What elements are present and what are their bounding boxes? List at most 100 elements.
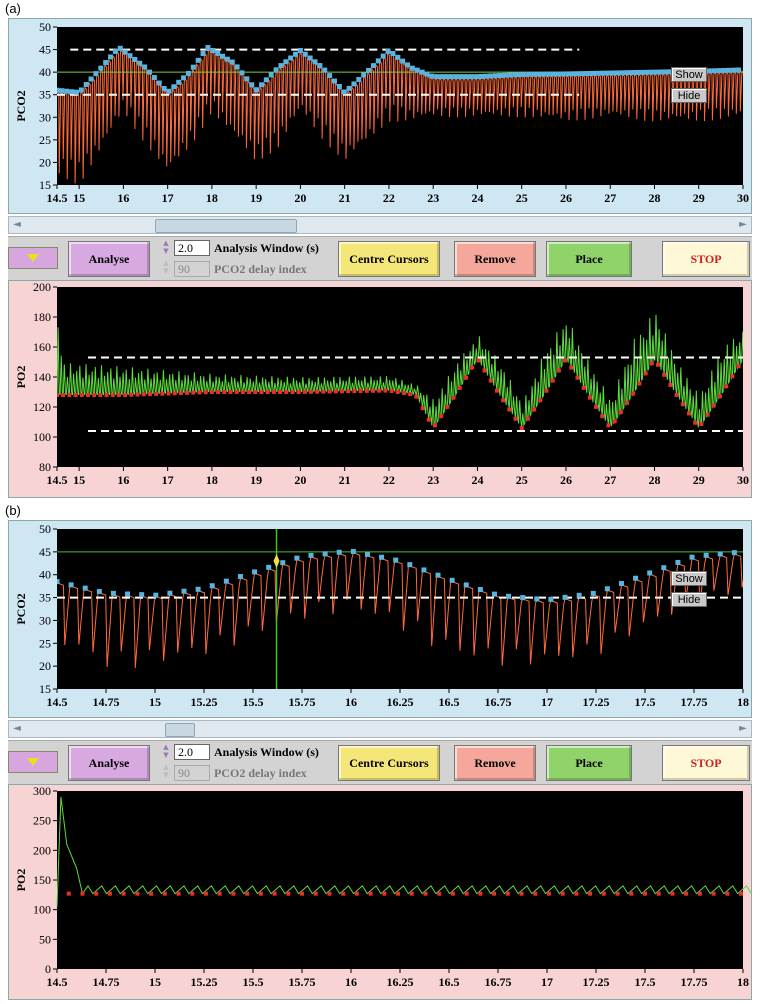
etco2-marker [366,67,372,73]
etco2-marker [146,69,152,75]
etco2-marker [142,64,148,70]
analysis-window-field-a[interactable]: 2.0 [174,240,210,256]
po2-marker [247,390,252,394]
scroll-thumb-a[interactable] [155,219,297,233]
remove-button-a[interactable]: Remove [454,241,536,277]
etco2-marker [421,567,427,573]
x-tick-label: 21 [339,473,351,487]
etco2-marker [726,67,732,73]
scroll-right-icon[interactable]: ► [739,219,747,230]
po2-marker [420,406,425,411]
etco2-marker [716,68,722,74]
etco2-marker [237,574,243,580]
y-tick-label: 15 [39,682,51,696]
y-tick-label: 30 [39,110,51,124]
etco2-marker [93,71,99,77]
po2-marker [684,891,689,896]
etco2-marker [190,64,196,70]
show-button-a[interactable]: Show [671,67,707,82]
po2-marker [162,891,167,896]
x-tick-label: 22 [383,191,395,205]
analyse-button-a[interactable]: Analyse [68,241,150,277]
etco2-marker [234,64,240,70]
hide-button-b[interactable]: Hide [671,592,707,607]
x-tick-label: 27 [604,191,616,205]
etco2-marker [64,88,70,94]
panel-b-label: (b) [5,503,21,518]
etco2-marker [497,73,503,79]
etco2-marker [434,74,440,80]
dropdown-triangle-icon [27,254,39,262]
hide-button-a[interactable]: Hide [671,88,707,103]
pco2-chart-b[interactable]: 15 20 25 30 35 40 45 50 14.5 14.75 15 15.25 15.5 15.7… [8,520,752,718]
etco2-marker [370,63,376,69]
po2-marker [482,368,487,373]
etco2-marker [312,59,318,65]
dropdown-button-b[interactable] [8,751,58,773]
etco2-marker [341,89,347,95]
po2-marker [711,891,716,896]
po2-chart-b-svg: 0 50 100 150 200 250 300 14.5 14.75 15 15.25 15.5 15… [14,784,752,989]
po2-marker [437,891,442,896]
x-tick-label: 30 [737,191,749,205]
etco2-marker [703,552,709,558]
po2-marker [697,891,702,896]
etco2-marker [594,70,600,76]
scrollbar-b[interactable]: ◄ ► [8,720,752,738]
scrollbar-a[interactable]: ◄ ► [8,216,752,234]
etco2-marker [648,69,654,75]
etco2-marker [307,55,313,61]
scroll-right-icon[interactable]: ► [739,723,747,734]
analysis-window-label-a: Analysis Window (s) [214,241,319,255]
x-tick-label: 17 [541,695,553,709]
stop-button-b[interactable]: STOP [662,745,750,781]
etco2-marker [585,71,591,77]
dropdown-button-a[interactable] [8,247,58,269]
centre-cursors-button-a[interactable]: Centre Cursors [338,241,440,277]
etco2-marker [463,74,469,80]
etco2-marker [731,550,737,556]
window-spinner-icon[interactable]: ▲ ▼ [163,743,169,759]
etco2-marker [110,590,116,596]
window-spinner-icon[interactable]: ▲ ▼ [163,239,169,255]
analyse-button-b[interactable]: Analyse [68,745,150,781]
x-tick-label: 17 [541,975,553,989]
po2-marker [389,388,394,393]
centre-cursors-button-b[interactable]: Centre Cursors [338,745,440,781]
etco2-marker [181,75,187,81]
place-button-b[interactable]: Place [546,745,632,781]
stop-button-a[interactable]: STOP [662,241,750,277]
delay-index-label-b: PCO2 delay index [214,766,307,780]
scroll-left-icon[interactable]: ◄ [13,219,21,230]
po2-marker [216,390,221,394]
place-button-a[interactable]: Place [546,241,632,277]
etco2-marker [551,71,557,77]
etco2-marker [161,85,167,91]
x-tick-label: 17.5 [635,975,656,989]
po2-marker [463,375,468,380]
scroll-left-icon[interactable]: ◄ [13,723,21,734]
y-tick-label: 150 [33,873,51,887]
po2-marker [141,392,146,397]
etco2-marker [575,71,581,77]
po2-marker [272,891,277,896]
scroll-thumb-b[interactable] [165,723,195,737]
analysis-window-field-b[interactable]: 2.0 [174,744,210,760]
etco2-marker [268,72,274,78]
etco2-marker [407,562,413,568]
etco2-marker [424,71,430,77]
etco2-marker [502,72,508,78]
remove-button-b[interactable]: Remove [454,745,536,781]
etco2-marker [618,580,624,586]
po2-marker [327,389,332,394]
etco2-marker [57,87,60,93]
etco2-marker [653,69,659,75]
etco2-marker [244,76,250,82]
show-button-b[interactable]: Show [671,571,707,586]
po2-marker [147,392,152,397]
po2-chart-a[interactable]: 80 100 120 140 160 180 200 14.5 15 16 17 18 19 20 21 22… [8,280,752,498]
po2-marker [618,410,623,415]
etco2-marker [736,67,742,73]
po2-chart-b[interactable]: 0 50 100 150 200 250 300 14.5 14.75 15 15.25 15.5 15… [8,784,752,1000]
pco2-chart-a[interactable]: 15 20 25 30 35 40 45 50 14.5 15 16 17 18 19 20 21 22 23 24… [8,18,752,214]
